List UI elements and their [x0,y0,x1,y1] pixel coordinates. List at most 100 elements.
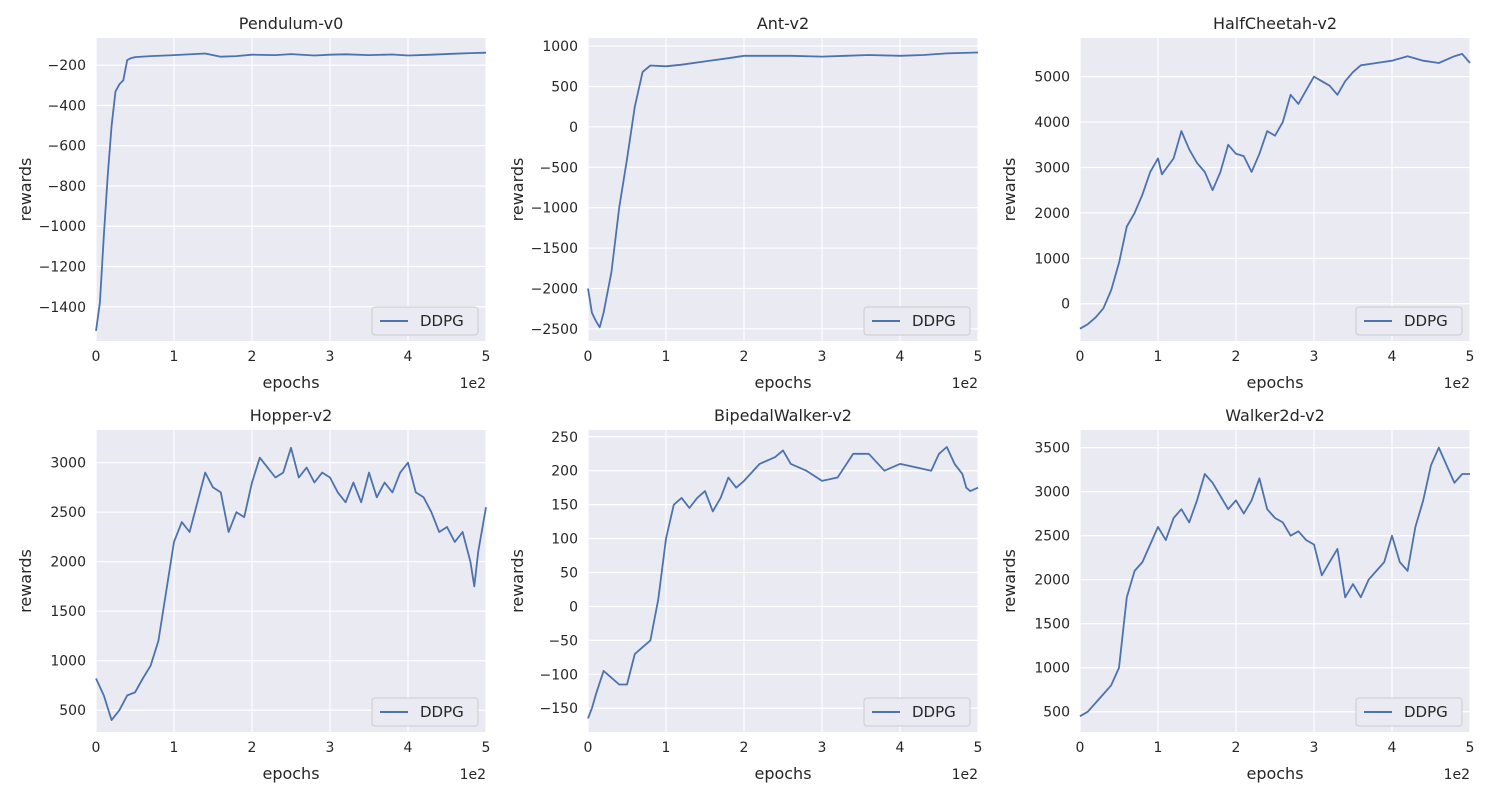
x-tick-label: 4 [896,349,905,365]
x-tick-label: 1 [170,349,179,365]
x-tick-label: 1 [662,740,671,756]
y-tick-label: 2500 [1034,529,1070,545]
y-tick-label: −150 [540,701,578,717]
y-axis-label: rewards [1000,549,1019,613]
legend-box [371,697,479,727]
y-tick-label: 3500 [1034,441,1070,457]
x-axis-label: epochs [754,373,811,392]
legend-label: DDPG [420,312,464,330]
legend-label: DDPG [912,703,956,721]
x-tick-label: 2 [740,740,749,756]
y-tick-label: 0 [569,120,578,136]
x-axis-label: epochs [1246,764,1303,783]
series-line-0 [587,51,979,329]
y-tick-label: 1000 [50,654,86,670]
y-tick-label: 250 [551,430,578,446]
y-tick-label: 1000 [1034,661,1070,677]
x-tick-label: 5 [482,349,491,365]
y-axis-label: rewards [508,158,527,222]
y-tick-label: 500 [551,79,578,95]
legend-box [863,697,971,727]
legend: DDPG [863,306,971,336]
y-tick-label: −200 [48,58,86,74]
x-tick-label: 1 [170,740,179,756]
legend: DDPG [371,306,479,336]
x-tick-label: 1 [1154,740,1163,756]
x-tick-label: 3 [818,349,827,365]
y-axis-label: rewards [16,158,35,222]
x-offset-label: 1e2 [460,376,486,392]
y-tick-label: −1000 [531,201,578,217]
legend-box [1355,697,1463,727]
plot-area [96,38,486,341]
y-tick-label: −500 [540,160,578,176]
y-tick-label: −50 [548,633,578,649]
y-tick-label: 3000 [1034,485,1070,501]
x-axis-label: epochs [262,373,319,392]
y-tick-label: 100 [551,532,578,548]
chart-panel-2: 0 1 2 3 4 5 0 1000 2000 3000 4000 5000 HalfCheetah-v… [1000,14,1474,392]
y-tick-label: −1500 [531,241,578,257]
x-offset-label: 1e2 [1444,767,1470,783]
chart-panel-4: 0 1 2 3 4 5 −150 −100 −50 0 50 100 150 200 250 BipedalW… [508,406,982,783]
y-tick-label: 500 [59,703,86,719]
y-tick-label: 1000 [542,39,578,55]
x-tick-label: 0 [1076,740,1085,756]
x-tick-label: 2 [740,349,749,365]
legend: DDPG [863,697,971,727]
x-tick-label: 4 [404,740,413,756]
series-line-0 [95,51,487,332]
chart-panel-0: 0 1 2 3 4 5 −1400 −1200 −1000 −800 −600 −400 −200 Pen… [16,14,490,392]
y-tick-label: 2000 [50,555,86,571]
x-offset-label: 1e2 [460,767,486,783]
x-offset-label: 1e2 [952,376,978,392]
y-tick-label: −400 [48,98,86,114]
plot-area [588,38,978,341]
x-tick-label: 3 [818,740,827,756]
chart-panel-5: 0 1 2 3 4 5 500 1000 1500 2000 2500 3000 3500 Walker2… [1000,406,1474,783]
series-line-0 [1079,53,1471,330]
x-tick-label: 0 [92,349,101,365]
y-tick-label: 3000 [50,456,86,472]
series-line-0 [1079,446,1470,717]
x-tick-label: 2 [1232,349,1241,365]
y-tick-label: −800 [48,179,86,195]
chart-title: HalfCheetah-v2 [1213,14,1337,33]
x-tick-label: 3 [326,740,335,756]
y-tick-label: 2000 [1034,206,1070,222]
plot-area [588,430,978,732]
y-tick-label: 500 [1043,705,1070,721]
x-offset-label: 1e2 [952,767,978,783]
x-tick-label: 0 [1076,349,1085,365]
y-tick-label: 5000 [1034,70,1070,86]
y-tick-label: 50 [560,566,578,582]
legend: DDPG [1355,697,1463,727]
y-axis-label: rewards [508,549,527,613]
plot-area [1080,38,1470,341]
y-tick-label: 1000 [1034,251,1070,267]
chart-title: Walker2d-v2 [1225,406,1325,425]
x-tick-label: 0 [584,740,593,756]
legend-label: DDPG [420,703,464,721]
x-tick-label: 5 [974,740,983,756]
legend-label: DDPG [1404,703,1448,721]
series-line-0 [587,446,979,719]
y-tick-label: 150 [551,498,578,514]
y-axis-label: rewards [1000,158,1019,222]
x-tick-label: 5 [482,740,491,756]
y-tick-label: −100 [540,667,578,683]
x-tick-label: 2 [248,740,257,756]
x-axis-label: epochs [1246,373,1303,392]
plot-area [1080,430,1470,732]
chart-title: Pendulum-v0 [239,14,344,33]
chart-panel-1: 0 1 2 3 4 5 −2500 −2000 −1500 −1000 −500 0 500 1000 An… [508,14,982,392]
y-tick-label: −2000 [531,281,578,297]
y-tick-label: 2000 [1034,573,1070,589]
x-tick-label: 3 [326,349,335,365]
y-tick-label: 0 [1061,297,1070,313]
x-tick-label: 4 [1388,740,1397,756]
legend: DDPG [1355,306,1463,336]
plot-area [96,430,486,732]
legend-box [1355,306,1463,336]
